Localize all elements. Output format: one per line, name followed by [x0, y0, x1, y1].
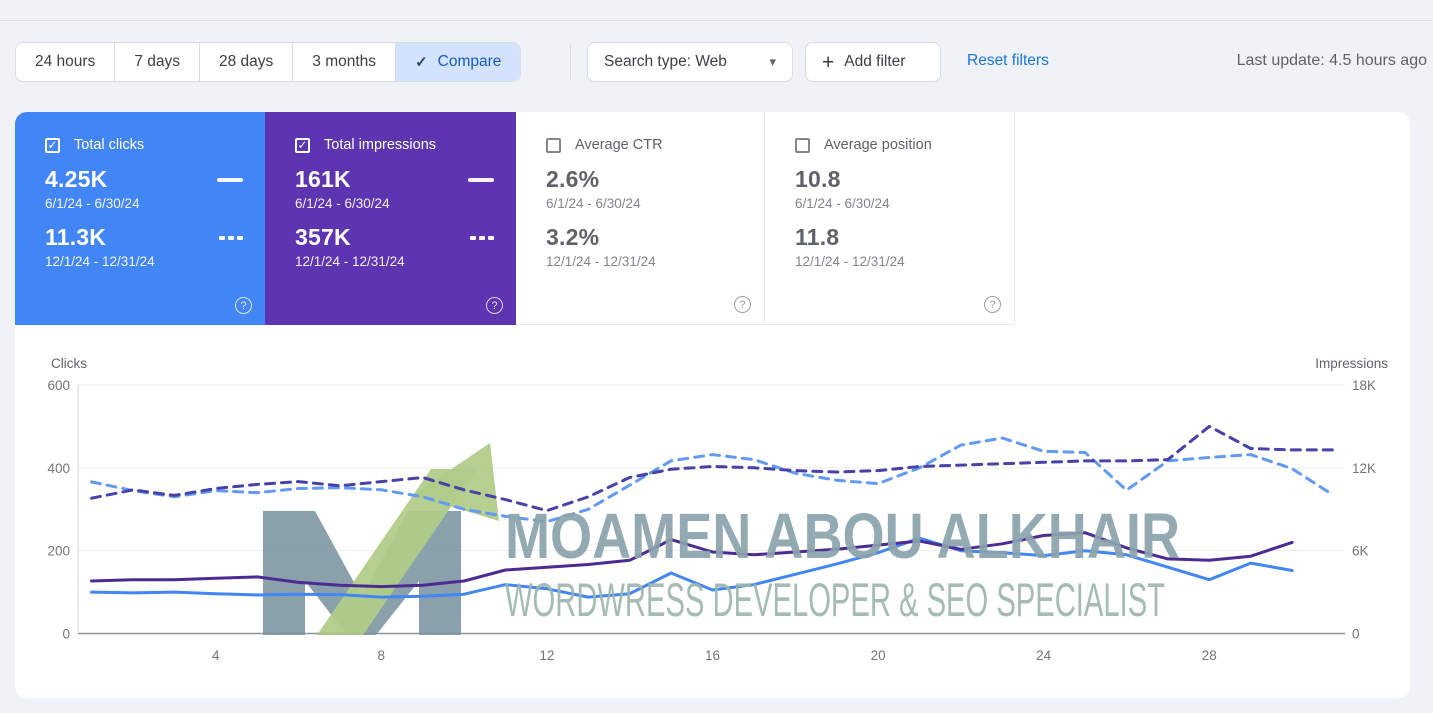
- metric-card-total-impressions[interactable]: ✓ Total impressions 161K 6/1/24 - 6/30/2…: [265, 112, 516, 325]
- metric-range: 6/1/24 - 6/30/24: [45, 196, 140, 211]
- right-axis-title: Impressions: [1315, 356, 1388, 371]
- left-axis-title: Clicks: [51, 356, 87, 371]
- metric-range: 12/1/24 - 12/31/24: [546, 254, 656, 269]
- metric-value: 11.8: [795, 224, 840, 250]
- search-type-label: Search type: Web: [604, 53, 727, 70]
- tab-7-days[interactable]: 7 days: [114, 43, 199, 81]
- tab-compare[interactable]: ✓ Compare: [395, 43, 521, 81]
- right-axis-tick-label: 18K: [1352, 378, 1376, 393]
- dotted-line-icon: [219, 235, 243, 240]
- metric-range: 6/1/24 - 6/30/24: [546, 196, 641, 211]
- plus-icon: +: [822, 50, 835, 74]
- card-label: Average position: [824, 137, 932, 153]
- watermark-logo: [263, 443, 499, 635]
- reset-filters-link[interactable]: Reset filters: [967, 52, 1049, 69]
- top-divider: [0, 20, 1433, 21]
- x-axis-tick-label: 8: [378, 648, 386, 663]
- metric-value: 357K: [295, 224, 351, 250]
- left-axis-tick-label: 200: [47, 544, 70, 559]
- left-axis-tick-label: 600: [47, 378, 70, 393]
- help-icon[interactable]: ?: [486, 297, 503, 314]
- x-axis-tick-label: 12: [539, 648, 554, 663]
- watermark-line1: MOAMEN ABOU ALKHAIR: [505, 500, 1180, 572]
- performance-panel: ✓ Total clicks 4.25K 6/1/24 - 6/30/24 11…: [15, 112, 1410, 698]
- checkbox-average-ctr[interactable]: [546, 137, 561, 153]
- check-icon: ✓: [415, 54, 428, 71]
- right-axis-tick-label: 12K: [1352, 461, 1376, 476]
- date-range-tabs: 24 hours 7 days 28 days 3 months ✓ Compa…: [15, 42, 522, 82]
- chart-axis-ticks: 600 18K 400 12K 200 6K 0 0 4 8 12 16 20 24 28: [47, 378, 1376, 663]
- checkbox-total-impressions[interactable]: ✓: [295, 137, 310, 153]
- metric-card-total-clicks[interactable]: ✓ Total clicks 4.25K 6/1/24 - 6/30/24 11…: [15, 112, 265, 325]
- watermark-line2: WORDWRESS DEVELOPER & SEO SPECIALIST: [505, 573, 1165, 626]
- right-axis-tick-label: 0: [1352, 627, 1360, 642]
- search-type-dropdown[interactable]: Search type: Web ▾: [587, 42, 793, 82]
- tab-compare-label: Compare: [437, 53, 502, 70]
- left-axis-tick-label: 0: [62, 627, 70, 642]
- metric-range: 12/1/24 - 12/31/24: [45, 254, 155, 269]
- x-axis-tick-label: 16: [705, 648, 720, 663]
- metric-value: 3.2%: [546, 224, 600, 250]
- metric-value: 10.8: [795, 166, 841, 192]
- metric-range: 12/1/24 - 12/31/24: [295, 254, 405, 269]
- metric-range: 12/1/24 - 12/31/24: [795, 254, 905, 269]
- last-update-text: Last update: 4.5 hours ago: [1236, 52, 1427, 69]
- chart-line-clicks-dec[interactable]: [90, 436, 1335, 524]
- help-icon[interactable]: ?: [235, 297, 252, 314]
- solid-line-icon: [217, 177, 243, 182]
- add-filter-label: Add filter: [844, 53, 906, 70]
- dotted-line-icon: [470, 235, 494, 240]
- x-axis-tick-label: 28: [1202, 648, 1217, 663]
- chevron-down-icon: ▾: [769, 54, 776, 69]
- add-filter-button[interactable]: + Add filter: [805, 42, 941, 82]
- metric-range: 6/1/24 - 6/30/24: [295, 196, 390, 211]
- performance-chart[interactable]: Clicks Impressions MOAMEN ABOU ALKHAIR W…: [15, 345, 1410, 705]
- metric-value: 4.25K: [45, 166, 108, 192]
- metric-value: 11.3K: [45, 224, 107, 250]
- metric-range: 6/1/24 - 6/30/24: [795, 196, 890, 211]
- filter-bar-divider: [570, 44, 571, 80]
- checkbox-total-clicks[interactable]: ✓: [45, 137, 60, 153]
- card-label: Average CTR: [575, 137, 663, 153]
- checkbox-average-position[interactable]: [795, 137, 810, 153]
- tab-24-hours[interactable]: 24 hours: [35, 53, 96, 70]
- card-label: Total clicks: [74, 137, 145, 153]
- x-axis-tick-label: 24: [1036, 648, 1052, 663]
- tab-28-days[interactable]: 28 days: [199, 43, 292, 81]
- chart-line-impressions-jun[interactable]: [90, 531, 1294, 589]
- metric-value: 161K: [295, 166, 351, 192]
- watermark-text: MOAMEN ABOU ALKHAIR WORDWRESS DEVELOPER …: [505, 500, 1180, 626]
- help-icon[interactable]: ?: [984, 296, 1001, 313]
- metric-card-average-ctr[interactable]: Average CTR 2.6% 6/1/24 - 6/30/24 3.2% 1…: [516, 112, 765, 325]
- tab-3-months[interactable]: 3 months: [292, 43, 395, 81]
- metric-value: 2.6%: [546, 166, 600, 192]
- right-axis-tick-label: 6K: [1352, 544, 1369, 559]
- x-axis-tick-label: 4: [212, 648, 220, 663]
- chart-line-impressions-dec[interactable]: [90, 424, 1335, 513]
- left-axis-tick-label: 400: [47, 461, 70, 476]
- metric-card-average-position[interactable]: Average position 10.8 6/1/24 - 6/30/24 1…: [765, 112, 1015, 325]
- chart-line-clicks-jun[interactable]: [90, 536, 1294, 599]
- solid-line-icon: [468, 177, 494, 182]
- card-label: Total impressions: [324, 137, 437, 153]
- x-axis-tick-label: 20: [871, 648, 886, 663]
- help-icon[interactable]: ?: [734, 296, 751, 313]
